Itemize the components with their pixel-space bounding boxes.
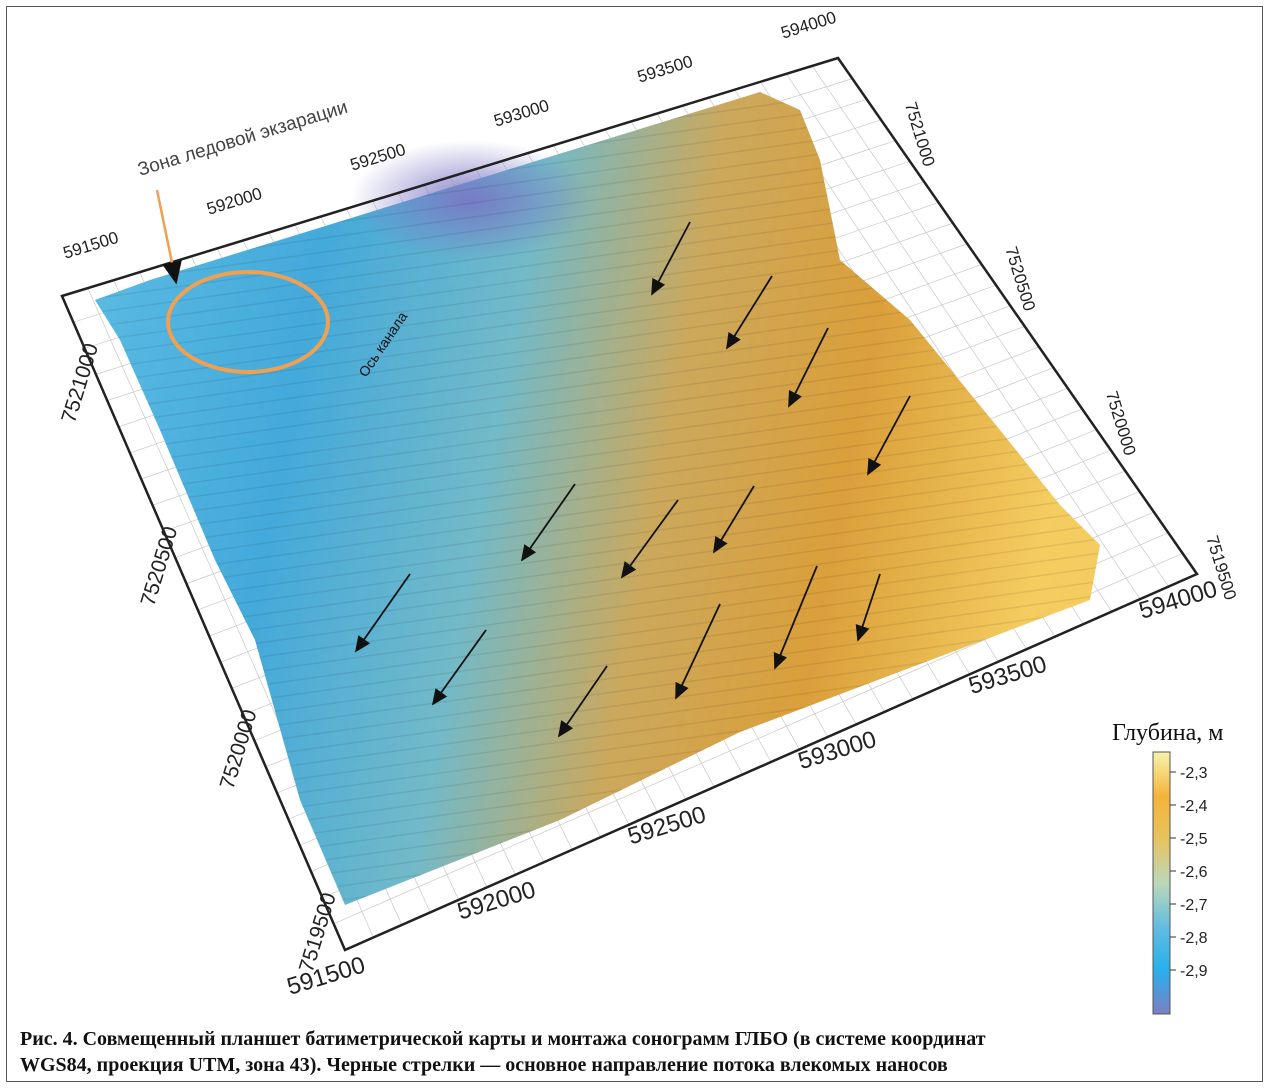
ice-zone-ellipse xyxy=(166,270,330,374)
flow-arrow xyxy=(855,573,881,642)
flow-arrow xyxy=(651,221,691,296)
flow-arrow xyxy=(354,573,411,653)
flow-arrow xyxy=(431,629,487,706)
caption-line-2: WGS84, проекция UTM, зона 43). Черные ст… xyxy=(20,1054,948,1076)
flow-arrow xyxy=(788,327,829,408)
legend-title: Глубина, м xyxy=(1112,720,1224,746)
sonogram-texture xyxy=(95,92,1100,905)
legend-tick-label: -2,9 xyxy=(1180,963,1208,980)
flow-arrow xyxy=(773,565,818,670)
bottom-x-tick-label: 591500 xyxy=(284,952,368,1001)
figure-caption: Рис. 4. Совмещенный планшет батиметричес… xyxy=(20,1026,1250,1078)
legend-tick-label: -2,8 xyxy=(1180,930,1208,947)
flow-arrow xyxy=(713,485,755,554)
ice-zone-label: Зона ледовой экзарации xyxy=(135,97,350,181)
legend-tick-label: -2,7 xyxy=(1180,897,1208,914)
flow-arrow xyxy=(675,603,721,700)
sediment-flow-arrows xyxy=(354,221,911,738)
top-x-tick-label: 593000 xyxy=(492,96,552,131)
flow-arrow xyxy=(726,275,773,350)
ice-zone-pointer xyxy=(155,189,182,285)
caption-line-1: Рис. 4. Совмещенный планшет батиметричес… xyxy=(20,1028,986,1050)
depth-legend: -2,3 -2,4 -2,5 -2,6 -2,7 -2,8 -2,9 xyxy=(1152,751,1208,1015)
top-x-tick-label: 593500 xyxy=(635,52,695,87)
flow-arrow xyxy=(620,499,679,579)
legend-colorbar xyxy=(1152,751,1171,1015)
left-y-tick-label: 7521000 xyxy=(57,341,103,426)
legend-tick-label: -2,6 xyxy=(1180,864,1208,881)
legend-tick-label: -2,4 xyxy=(1180,798,1208,815)
flow-arrow xyxy=(557,665,608,738)
top-x-tick-label: 591500 xyxy=(61,228,121,263)
flow-arrow xyxy=(520,483,576,562)
left-y-tick-label: 7520500 xyxy=(136,524,182,609)
legend-tick-label: -2,3 xyxy=(1180,765,1208,782)
figure-frame xyxy=(6,6,1263,1082)
left-y-tick-label: 7520000 xyxy=(216,707,262,792)
legend-tick-label: -2,5 xyxy=(1180,831,1208,848)
map-border xyxy=(60,56,1199,952)
top-x-tick-label: 594000 xyxy=(779,8,839,43)
top-x-tick-label: 592000 xyxy=(204,184,264,219)
flow-arrow xyxy=(867,395,911,476)
